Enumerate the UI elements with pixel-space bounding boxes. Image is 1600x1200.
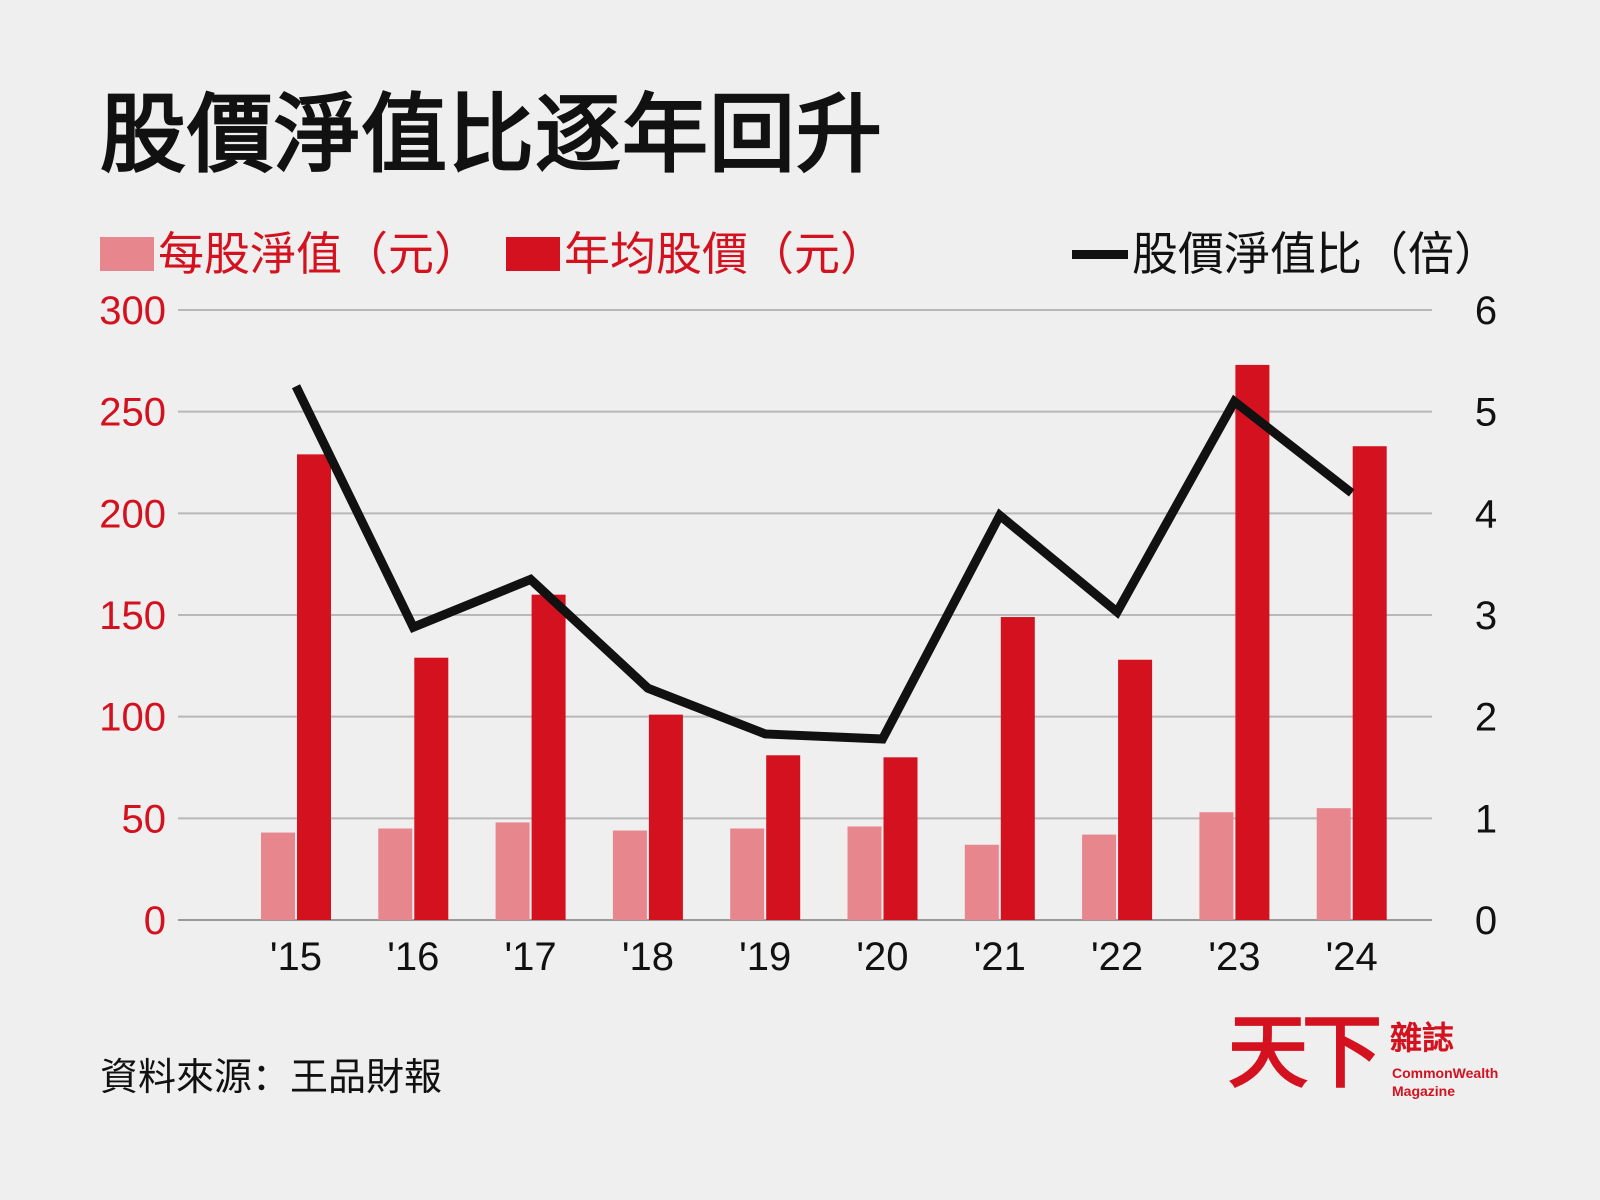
bar-avg-price [1118,659,1153,920]
source-note: 資料來源：王品財報 [100,1055,443,1099]
x-tick-label: '17 [505,935,557,979]
bar-book-value [1316,808,1351,920]
legend-label-avg-price: 年均股價（元） [564,227,886,281]
bar-avg-price [766,755,801,920]
x-tick-label: '21 [974,935,1026,979]
y-right-tick-label: 0 [1475,899,1497,943]
y-left-tick-label: 0 [144,899,166,943]
x-tick-label: '24 [1326,935,1378,979]
bar-book-value [378,828,413,920]
y-left-tick-label: 300 [99,289,166,333]
bar-avg-price [297,454,331,920]
chart-title: 股價淨值比逐年回升 [100,85,883,185]
bar-book-value [261,832,295,920]
bar-book-value [612,830,647,920]
line-pb-ratio [291,384,1355,744]
legend-swatch-book-value [100,237,154,271]
x-tick-label: '19 [739,935,791,979]
bar-book-value [1199,812,1234,920]
legend-label-pb-ratio: 股價淨值比（倍） [1132,227,1500,281]
bar-book-value [495,822,530,920]
bar-avg-price [531,594,566,920]
x-tick-label: '16 [387,935,439,979]
publisher-logo: 天下 雜誌 CommonWealth Magazine [1228,1010,1508,1105]
bar-book-value [847,826,882,920]
x-tick-label: '20 [856,935,908,979]
y-right-tick-label: 1 [1475,797,1497,841]
y-left-tick-label: 250 [99,391,166,435]
logo-chinese-small: 雜誌 [1390,1019,1455,1057]
bar-avg-price [1352,446,1387,920]
legend-item-pb-ratio: 股價淨值比（倍） [1072,231,1500,277]
x-tick-label: '15 [270,935,322,979]
y-left-tick-label: 50 [122,797,167,841]
y-right-tick-label: 4 [1475,492,1497,536]
logo-english-line1: CommonWealth [1392,1065,1499,1081]
y-right-tick-label: 5 [1475,391,1497,435]
legend-line: 股價淨值比（倍） [1072,226,1500,282]
logo-english-line2: Magazine [1392,1083,1456,1099]
y-left-tick-label: 150 [99,594,166,638]
bar-avg-price [648,714,683,920]
legend-label-book-value: 每股淨值（元） [158,227,480,281]
y-right-tick-label: 2 [1475,696,1497,740]
x-tick-label: '18 [622,935,674,979]
x-tick-label: '23 [1208,935,1260,979]
y-left-tick-label: 200 [99,492,166,536]
legend-swatch-pb-ratio [1072,249,1128,259]
legend-item-book-value: 每股淨值（元） [100,231,480,277]
y-right-tick-label: 6 [1475,289,1497,333]
bar-book-value [1082,834,1117,920]
legend-bars: 每股淨值（元） 年均股價（元） [100,226,912,282]
bar-avg-price [883,757,918,920]
legend-swatch-avg-price [506,237,560,271]
bar-book-value [730,828,765,920]
bar-book-value [964,844,999,920]
bar-avg-price [414,657,449,920]
bar-avg-price [1000,617,1035,920]
bar-avg-price [1235,364,1270,920]
x-tick-label: '22 [1091,935,1143,979]
y-right-tick-label: 3 [1475,594,1497,638]
logo-chinese-big: 天下 [1228,1005,1382,1099]
y-left-tick-label: 100 [99,696,166,740]
legend-item-avg-price: 年均股價（元） [506,231,886,277]
